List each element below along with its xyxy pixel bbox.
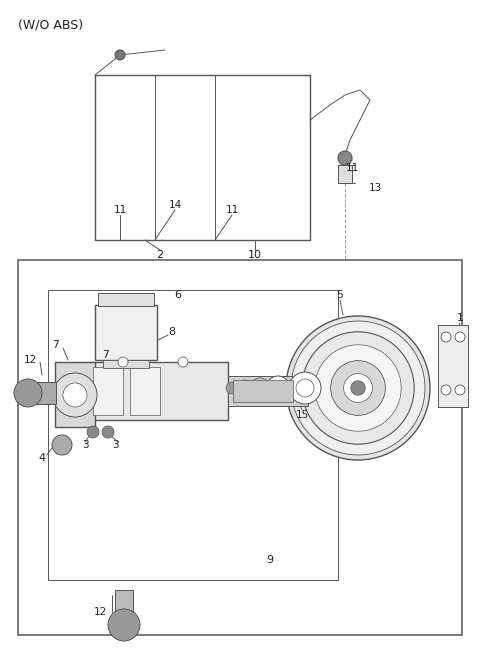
Circle shape xyxy=(272,382,284,394)
Bar xyxy=(228,376,308,406)
Circle shape xyxy=(108,609,140,641)
Circle shape xyxy=(250,378,270,398)
Bar xyxy=(233,380,293,402)
Bar xyxy=(103,360,149,368)
Circle shape xyxy=(226,382,238,394)
Bar xyxy=(130,367,160,415)
Circle shape xyxy=(118,357,128,367)
Circle shape xyxy=(302,332,414,444)
Circle shape xyxy=(296,379,314,397)
Circle shape xyxy=(63,383,87,407)
Circle shape xyxy=(289,372,321,404)
Text: 1: 1 xyxy=(456,313,464,323)
Text: (W/O ABS): (W/O ABS) xyxy=(18,18,83,31)
Text: 12: 12 xyxy=(94,607,107,617)
Bar xyxy=(18,260,462,635)
Bar xyxy=(93,367,123,415)
Bar xyxy=(48,290,338,580)
Text: 10: 10 xyxy=(248,250,262,260)
Circle shape xyxy=(14,379,42,407)
Text: 14: 14 xyxy=(168,200,181,210)
Bar xyxy=(115,590,133,620)
Text: 7: 7 xyxy=(52,340,58,350)
Bar xyxy=(55,362,95,427)
Circle shape xyxy=(266,376,290,400)
Bar xyxy=(95,305,157,360)
Text: 12: 12 xyxy=(24,355,36,365)
Circle shape xyxy=(455,385,465,395)
Circle shape xyxy=(441,385,451,395)
Circle shape xyxy=(338,151,352,165)
Text: 13: 13 xyxy=(368,183,382,193)
Circle shape xyxy=(53,373,97,417)
Text: 9: 9 xyxy=(266,555,274,565)
Bar xyxy=(338,165,352,183)
Circle shape xyxy=(441,332,451,342)
Bar xyxy=(438,325,468,407)
Text: 11: 11 xyxy=(113,205,127,215)
Circle shape xyxy=(87,426,99,438)
Circle shape xyxy=(52,435,72,455)
Circle shape xyxy=(331,361,385,415)
Text: 6: 6 xyxy=(175,290,181,300)
Circle shape xyxy=(291,321,425,455)
Text: 3: 3 xyxy=(112,440,118,450)
Circle shape xyxy=(237,380,253,396)
Text: 8: 8 xyxy=(168,327,176,337)
Text: 4: 4 xyxy=(38,453,46,463)
Text: 15: 15 xyxy=(295,410,309,420)
Circle shape xyxy=(115,50,125,60)
Text: 3: 3 xyxy=(82,440,88,450)
Bar xyxy=(88,362,228,420)
Circle shape xyxy=(286,316,430,460)
Circle shape xyxy=(102,426,114,438)
Text: 2: 2 xyxy=(156,250,164,260)
Bar xyxy=(28,382,56,404)
Circle shape xyxy=(351,380,365,395)
Bar xyxy=(98,293,154,306)
Text: 11: 11 xyxy=(346,163,359,173)
Text: 5: 5 xyxy=(336,290,344,300)
Circle shape xyxy=(178,357,188,367)
Text: 11: 11 xyxy=(226,205,239,215)
Circle shape xyxy=(315,345,401,431)
Circle shape xyxy=(344,374,372,402)
Text: 7: 7 xyxy=(102,350,108,360)
Circle shape xyxy=(455,332,465,342)
